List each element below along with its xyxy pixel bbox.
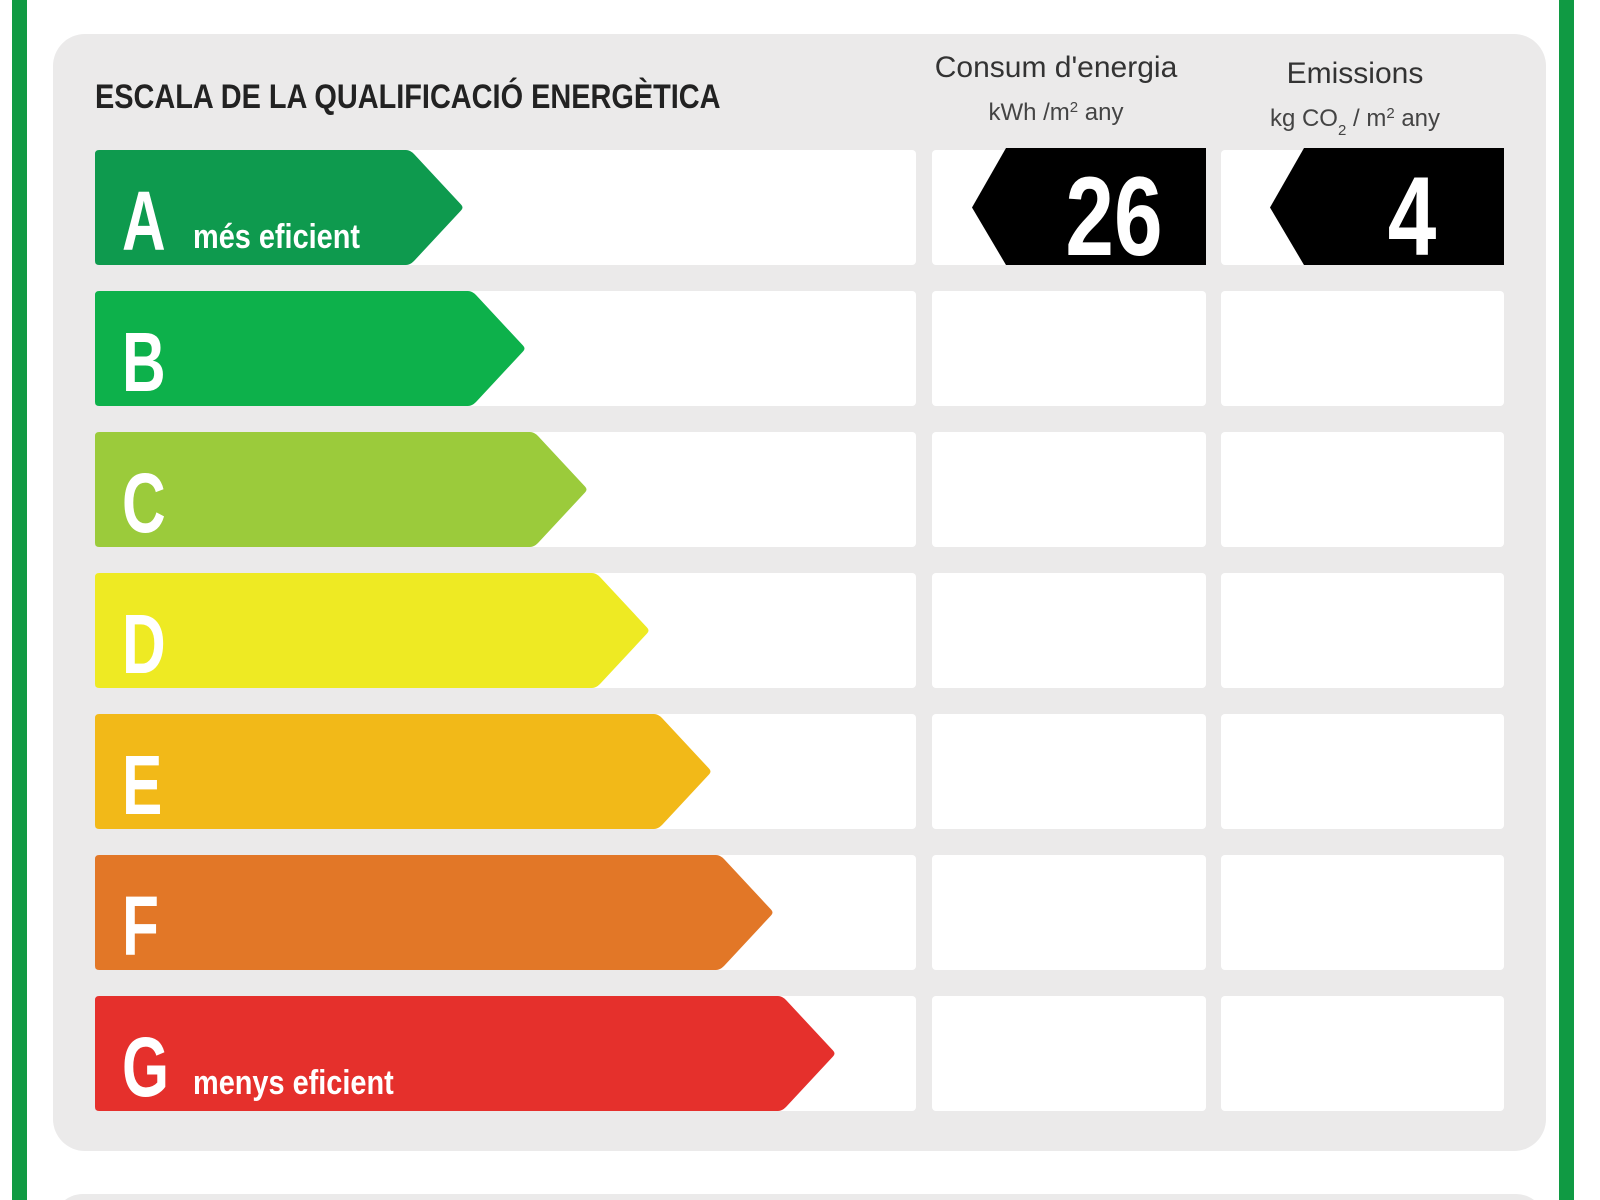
energy-header: Consum d'energia	[935, 51, 1178, 84]
energy-cell	[932, 996, 1206, 1111]
emissions-marker	[1270, 148, 1504, 265]
unit-part: / m	[1346, 105, 1386, 132]
panel-next	[65, 1194, 1534, 1200]
emissions-header: Emissions	[1287, 57, 1424, 90]
energy-value: 26	[1065, 155, 1162, 280]
emissions-value: 4	[1388, 155, 1437, 280]
rating-arrow	[95, 432, 587, 547]
unit-part: kWh /m	[988, 99, 1069, 126]
title: ESCALA DE LA QUALIFICACIÓ ENERGÈTICA	[95, 77, 721, 116]
unit-part: 2	[1338, 122, 1346, 139]
energy-cell	[932, 714, 1206, 829]
rating-letter: E	[122, 738, 162, 832]
unit-part: 2	[1070, 99, 1078, 116]
rating-letter: A	[122, 174, 166, 268]
rating-arrow	[95, 291, 525, 406]
rating-note: menys eficient	[193, 1063, 394, 1102]
energy-cell	[932, 855, 1206, 970]
rating-letter: D	[122, 597, 166, 691]
rating-arrow	[95, 855, 773, 970]
energy-marker	[972, 148, 1206, 265]
energy-cell	[932, 291, 1206, 406]
emissions-cell	[1221, 573, 1504, 688]
energy-cell	[932, 573, 1206, 688]
rating-letter: B	[122, 315, 166, 409]
emissions-cell	[1221, 855, 1504, 970]
rating-letter: G	[122, 1020, 169, 1114]
energy-unit: kWh /m2 any	[988, 99, 1123, 127]
emissions-cell	[1221, 432, 1504, 547]
rating-letter: C	[122, 456, 166, 550]
border-left	[12, 0, 27, 1200]
emissions-cell	[1221, 714, 1504, 829]
emissions-cell	[1221, 996, 1504, 1111]
rating-arrow	[95, 996, 835, 1111]
unit-part: kg CO	[1270, 105, 1338, 132]
rating-arrow	[95, 573, 649, 688]
border-right	[1559, 0, 1574, 1200]
emissions-unit: kg CO2 / m2 any	[1270, 105, 1440, 139]
emissions-cell	[1221, 291, 1504, 406]
unit-part: 2	[1386, 105, 1394, 122]
unit-part: any	[1078, 99, 1123, 126]
unit-part: any	[1395, 105, 1440, 132]
rating-arrow	[95, 150, 463, 265]
rating-note: més eficient	[193, 217, 360, 256]
energy-cell	[932, 432, 1206, 547]
rating-arrow	[95, 714, 711, 829]
rating-letter: F	[122, 879, 159, 973]
